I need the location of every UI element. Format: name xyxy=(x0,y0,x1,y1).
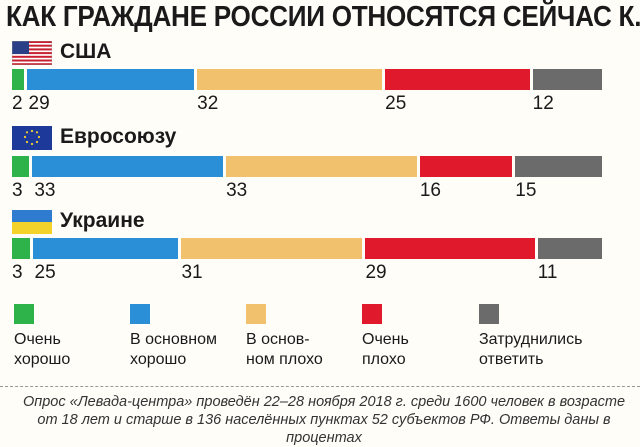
legend-label-hard-to-say: Затруднились ответить xyxy=(479,331,583,368)
bar-ukraine-very-bad xyxy=(365,238,535,259)
bar-usa-mostly-bad xyxy=(197,69,383,90)
bar-eu-mostly-good xyxy=(32,156,224,177)
value-label-eu-mostly-bad: 33 xyxy=(226,180,248,201)
bar-eu-very-bad xyxy=(419,156,513,177)
bar-usa-hard-to-say xyxy=(532,69,602,90)
legend-swatch-very-good xyxy=(14,304,34,324)
value-label-usa-very-good: 2 xyxy=(12,93,23,114)
value-label-eu-very-good: 3 xyxy=(12,180,23,201)
country-label-eu: Евросоюзу xyxy=(60,125,177,148)
legend-swatch-mostly-good xyxy=(130,304,150,324)
legend-swatch-very-bad xyxy=(362,304,382,324)
value-label-usa-mostly-good: 29 xyxy=(28,93,50,114)
divider xyxy=(0,386,640,388)
eu-flag-icon xyxy=(12,126,52,150)
bar-usa-very-good xyxy=(12,69,24,90)
value-label-eu-very-bad: 16 xyxy=(419,180,441,201)
value-label-ukraine-mostly-good: 25 xyxy=(34,262,56,283)
bar-eu-hard-to-say xyxy=(515,156,602,177)
legend-label-mostly-bad: В основ-ном плохо xyxy=(246,331,323,368)
legend-label-mostly-good: В основном хорошо xyxy=(130,331,217,368)
legend-label-very-bad: Очень плохо xyxy=(362,331,409,368)
legend-swatch-hard-to-say xyxy=(479,304,499,324)
bar-eu-very-good xyxy=(12,156,30,177)
value-label-ukraine-very-good: 3 xyxy=(12,262,23,283)
bar-ukraine-very-good xyxy=(12,238,30,259)
value-label-usa-mostly-bad: 32 xyxy=(197,93,219,114)
bar-usa-very-bad xyxy=(385,69,530,90)
value-label-ukraine-very-bad: 29 xyxy=(365,262,387,283)
legend-swatch-mostly-bad xyxy=(246,304,266,324)
ukraine-flag-icon xyxy=(12,210,52,234)
bar-usa-mostly-good xyxy=(26,69,195,90)
usa-flag-icon xyxy=(12,41,52,65)
legend-label-very-good: Очень хорошо xyxy=(14,331,71,368)
country-label-ukraine: Украине xyxy=(60,209,145,232)
bar-ukraine-hard-to-say xyxy=(537,238,602,259)
value-label-ukraine-mostly-bad: 31 xyxy=(181,262,203,283)
bar-ukraine-mostly-bad xyxy=(181,238,363,259)
value-label-ukraine-hard-to-say: 11 xyxy=(537,262,558,283)
bar-eu-mostly-bad xyxy=(226,156,417,177)
bar-ukraine-mostly-good xyxy=(32,238,179,259)
value-label-usa-very-bad: 25 xyxy=(385,93,407,114)
chart-title: КАК ГРАЖДАНЕ РОССИИ ОТНОСЯТСЯ СЕЙЧАС К..… xyxy=(6,1,640,33)
value-label-eu-hard-to-say: 15 xyxy=(515,180,537,201)
survey-note: Опрос «Левада-центра» проведён 22–28 ноя… xyxy=(22,394,626,446)
value-label-usa-hard-to-say: 12 xyxy=(532,93,554,114)
value-label-eu-mostly-good: 33 xyxy=(34,180,56,201)
country-label-usa: США xyxy=(60,40,112,63)
